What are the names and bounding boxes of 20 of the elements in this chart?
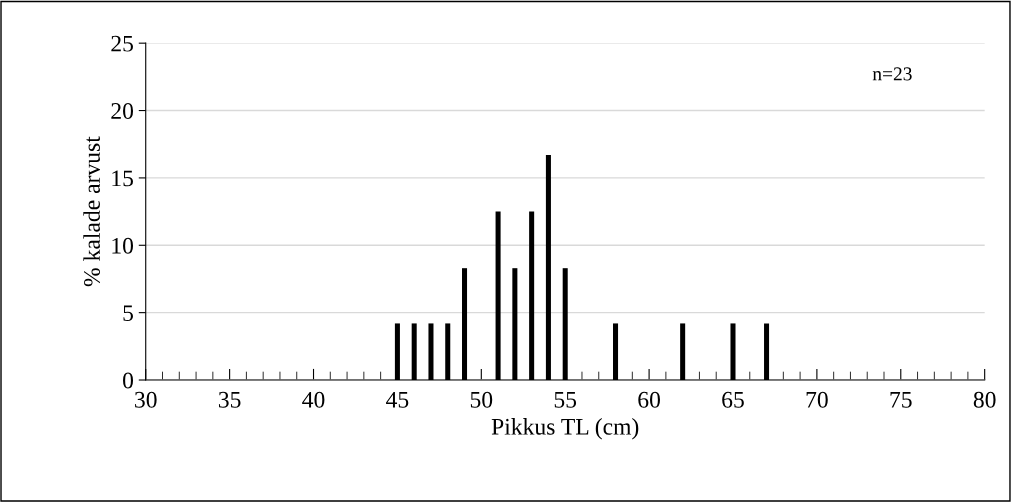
y-tick-label: 20: [111, 103, 134, 119]
y-tick-label: 0: [123, 372, 134, 389]
annotation: n=23: [872, 67, 912, 81]
x-tick-label: 70: [806, 391, 828, 408]
x-axis-title: Pikkus TL (cm): [491, 418, 639, 440]
x-tick-label: 45: [386, 391, 409, 408]
y-axis-title: % kalade arvust: [83, 136, 101, 287]
x-tick-label: 60: [638, 391, 660, 408]
x-tick-label: 75: [890, 392, 912, 408]
x-tick-label: 30: [135, 391, 157, 408]
x-tick-label: 35: [218, 391, 241, 408]
y-tick-label: 15: [112, 170, 133, 187]
y-tick-label: 25: [111, 35, 133, 52]
y-tick-label: 10: [112, 237, 134, 254]
x-tick-label: 55: [554, 392, 577, 408]
y-tick-label: 5: [123, 305, 133, 322]
x-tick-label: 40: [302, 391, 325, 408]
x-tick-label: 50: [470, 391, 493, 408]
x-tick-label: 65: [722, 391, 744, 408]
x-tick-label: 80: [973, 391, 996, 408]
